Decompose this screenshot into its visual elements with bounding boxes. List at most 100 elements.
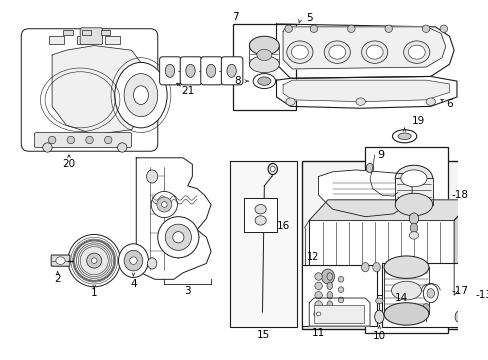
Polygon shape <box>276 76 456 108</box>
Ellipse shape <box>249 36 279 55</box>
Bar <box>394 178 432 204</box>
FancyBboxPatch shape <box>80 28 102 45</box>
Ellipse shape <box>366 163 373 173</box>
Ellipse shape <box>68 234 120 287</box>
Ellipse shape <box>172 231 183 243</box>
Ellipse shape <box>48 136 56 144</box>
Ellipse shape <box>309 25 317 32</box>
Ellipse shape <box>151 192 177 217</box>
Ellipse shape <box>409 223 417 233</box>
Ellipse shape <box>161 202 167 207</box>
Bar <box>301 265 376 326</box>
Text: 19: 19 <box>411 116 425 126</box>
Ellipse shape <box>408 231 418 239</box>
Ellipse shape <box>338 297 343 303</box>
Text: 6: 6 <box>445 99 452 109</box>
Text: 2: 2 <box>54 274 61 284</box>
Text: 21: 21 <box>181 86 194 96</box>
Ellipse shape <box>254 204 265 214</box>
Bar <box>82 30 91 35</box>
Ellipse shape <box>226 64 236 77</box>
Text: 14: 14 <box>394 293 407 303</box>
Ellipse shape <box>85 136 93 144</box>
Ellipse shape <box>86 253 102 268</box>
Ellipse shape <box>67 136 74 144</box>
Ellipse shape <box>391 281 421 300</box>
Text: 3: 3 <box>184 287 191 297</box>
Ellipse shape <box>104 136 112 144</box>
Bar <box>105 36 120 44</box>
Bar <box>232 24 296 110</box>
Text: 12: 12 <box>307 252 319 262</box>
Ellipse shape <box>185 64 195 77</box>
Text: 20: 20 <box>62 159 75 169</box>
Ellipse shape <box>117 143 127 152</box>
Text: 5: 5 <box>305 13 312 23</box>
Ellipse shape <box>133 86 148 104</box>
Ellipse shape <box>249 56 279 73</box>
Ellipse shape <box>42 143 52 152</box>
Bar <box>382 264 471 327</box>
FancyBboxPatch shape <box>159 57 181 85</box>
Ellipse shape <box>355 98 365 105</box>
Ellipse shape <box>254 216 265 225</box>
Ellipse shape <box>124 250 142 271</box>
Bar <box>365 148 447 243</box>
Ellipse shape <box>314 292 322 299</box>
Ellipse shape <box>314 273 322 280</box>
Text: 8: 8 <box>234 76 241 86</box>
Ellipse shape <box>422 25 429 32</box>
Ellipse shape <box>397 133 410 140</box>
Bar <box>313 305 364 323</box>
Text: 10: 10 <box>372 331 385 341</box>
Ellipse shape <box>454 311 462 322</box>
Ellipse shape <box>361 262 368 272</box>
Polygon shape <box>453 200 472 295</box>
Ellipse shape <box>326 301 332 308</box>
Polygon shape <box>308 298 369 326</box>
Ellipse shape <box>129 257 137 264</box>
Ellipse shape <box>253 74 275 89</box>
Bar <box>77 36 92 44</box>
Ellipse shape <box>146 170 158 183</box>
FancyBboxPatch shape <box>34 132 131 148</box>
Ellipse shape <box>165 224 191 250</box>
Ellipse shape <box>206 64 215 77</box>
Text: 1: 1 <box>91 288 97 298</box>
Bar <box>49 36 64 44</box>
Ellipse shape <box>286 41 312 63</box>
Ellipse shape <box>425 98 435 105</box>
Ellipse shape <box>291 45 307 59</box>
Bar <box>244 198 277 231</box>
Ellipse shape <box>408 213 418 224</box>
Ellipse shape <box>326 273 332 280</box>
Ellipse shape <box>314 301 322 308</box>
Bar <box>101 30 110 35</box>
Ellipse shape <box>157 197 171 212</box>
Ellipse shape <box>313 310 323 318</box>
Ellipse shape <box>257 77 270 85</box>
Ellipse shape <box>384 25 392 32</box>
Ellipse shape <box>91 258 97 264</box>
Text: 11: 11 <box>311 328 325 338</box>
Polygon shape <box>318 170 411 217</box>
Ellipse shape <box>326 292 332 299</box>
Text: -17: -17 <box>450 287 468 297</box>
Ellipse shape <box>372 262 380 272</box>
Ellipse shape <box>74 240 115 281</box>
Ellipse shape <box>392 130 416 143</box>
Bar <box>365 250 447 333</box>
Ellipse shape <box>407 45 424 59</box>
Ellipse shape <box>394 165 432 192</box>
Ellipse shape <box>375 298 382 303</box>
Polygon shape <box>276 24 453 78</box>
Ellipse shape <box>324 41 350 63</box>
Bar <box>249 46 279 64</box>
Ellipse shape <box>366 45 382 59</box>
Ellipse shape <box>285 25 292 32</box>
Text: 9: 9 <box>377 150 384 160</box>
Ellipse shape <box>403 41 429 63</box>
Text: 15: 15 <box>256 330 269 341</box>
Ellipse shape <box>374 310 383 323</box>
Bar <box>383 267 428 314</box>
